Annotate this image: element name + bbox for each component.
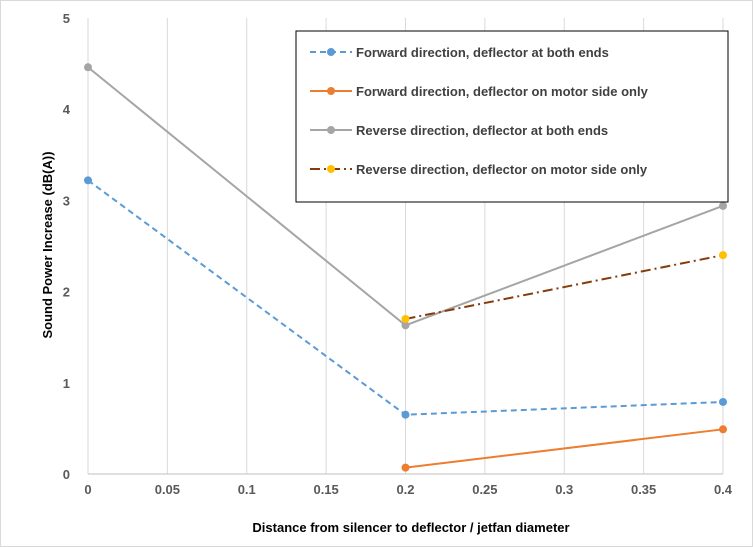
legend-entry-3: Reverse direction, deflector at both end… [310, 123, 608, 138]
x-tick-label: 0 [84, 482, 91, 497]
legend-label: Forward direction, deflector at both end… [356, 45, 609, 60]
series-3 [84, 63, 727, 330]
series-4 [401, 251, 727, 323]
data-point [719, 425, 727, 434]
x-tick-label: 0.4 [714, 482, 733, 497]
x-tick-label: 0.05 [155, 482, 180, 497]
x-tick-label: 0.1 [238, 482, 256, 497]
x-tick-label: 0.2 [396, 482, 414, 497]
data-point [401, 321, 410, 330]
x-tick-labels: 0 0.05 0.1 0.15 0.2 0.25 0.3 0.35 0.4 [84, 482, 732, 497]
y-tick-label: 4 [63, 102, 71, 117]
series-2 [401, 425, 727, 472]
series-1 [84, 176, 727, 419]
y-tick-labels: 0 1 2 3 4 5 [63, 11, 71, 482]
y-tick-label: 5 [63, 11, 70, 26]
y-axis-title: Sound Power Increase (dB(A)) [40, 151, 55, 338]
x-tick-label: 0.25 [472, 482, 497, 497]
legend-marker [327, 165, 335, 173]
legend-box [295, 30, 729, 203]
x-tick-label: 0.3 [555, 482, 573, 497]
data-point [719, 397, 727, 406]
y-tick-label: 3 [63, 193, 70, 208]
y-tick-label: 0 [63, 467, 70, 482]
legend-entry-1: Forward direction, deflector at both end… [310, 45, 609, 60]
data-point [84, 176, 92, 185]
data-point [84, 63, 92, 72]
data-point [401, 314, 410, 323]
x-axis-title: Distance from silencer to deflector / je… [252, 520, 569, 535]
data-point [719, 201, 727, 210]
legend-marker [327, 48, 335, 56]
legend-entry-4: Reverse direction, deflector on motor si… [310, 162, 648, 177]
legend-label: Forward direction, deflector on motor si… [356, 84, 649, 99]
series-line [405, 428, 724, 469]
legend-marker [327, 126, 335, 134]
axes [87, 18, 723, 475]
data-point [401, 410, 410, 419]
legend-label: Reverse direction, deflector at both end… [356, 123, 608, 138]
y-tick-label: 2 [63, 285, 70, 300]
series-group [84, 63, 727, 472]
y-tick-label: 1 [63, 376, 70, 391]
data-point [719, 251, 727, 260]
data-point [401, 463, 410, 472]
x-tick-label: 0.35 [631, 482, 656, 497]
series-line [405, 254, 724, 320]
legend-entry-2: Forward direction, deflector on motor si… [310, 84, 649, 99]
legend: Forward direction, deflector at both end… [295, 30, 729, 203]
legend-label: Reverse direction, deflector on motor si… [356, 162, 648, 177]
x-tick-label: 0.15 [313, 482, 338, 497]
legend-marker [327, 87, 335, 95]
